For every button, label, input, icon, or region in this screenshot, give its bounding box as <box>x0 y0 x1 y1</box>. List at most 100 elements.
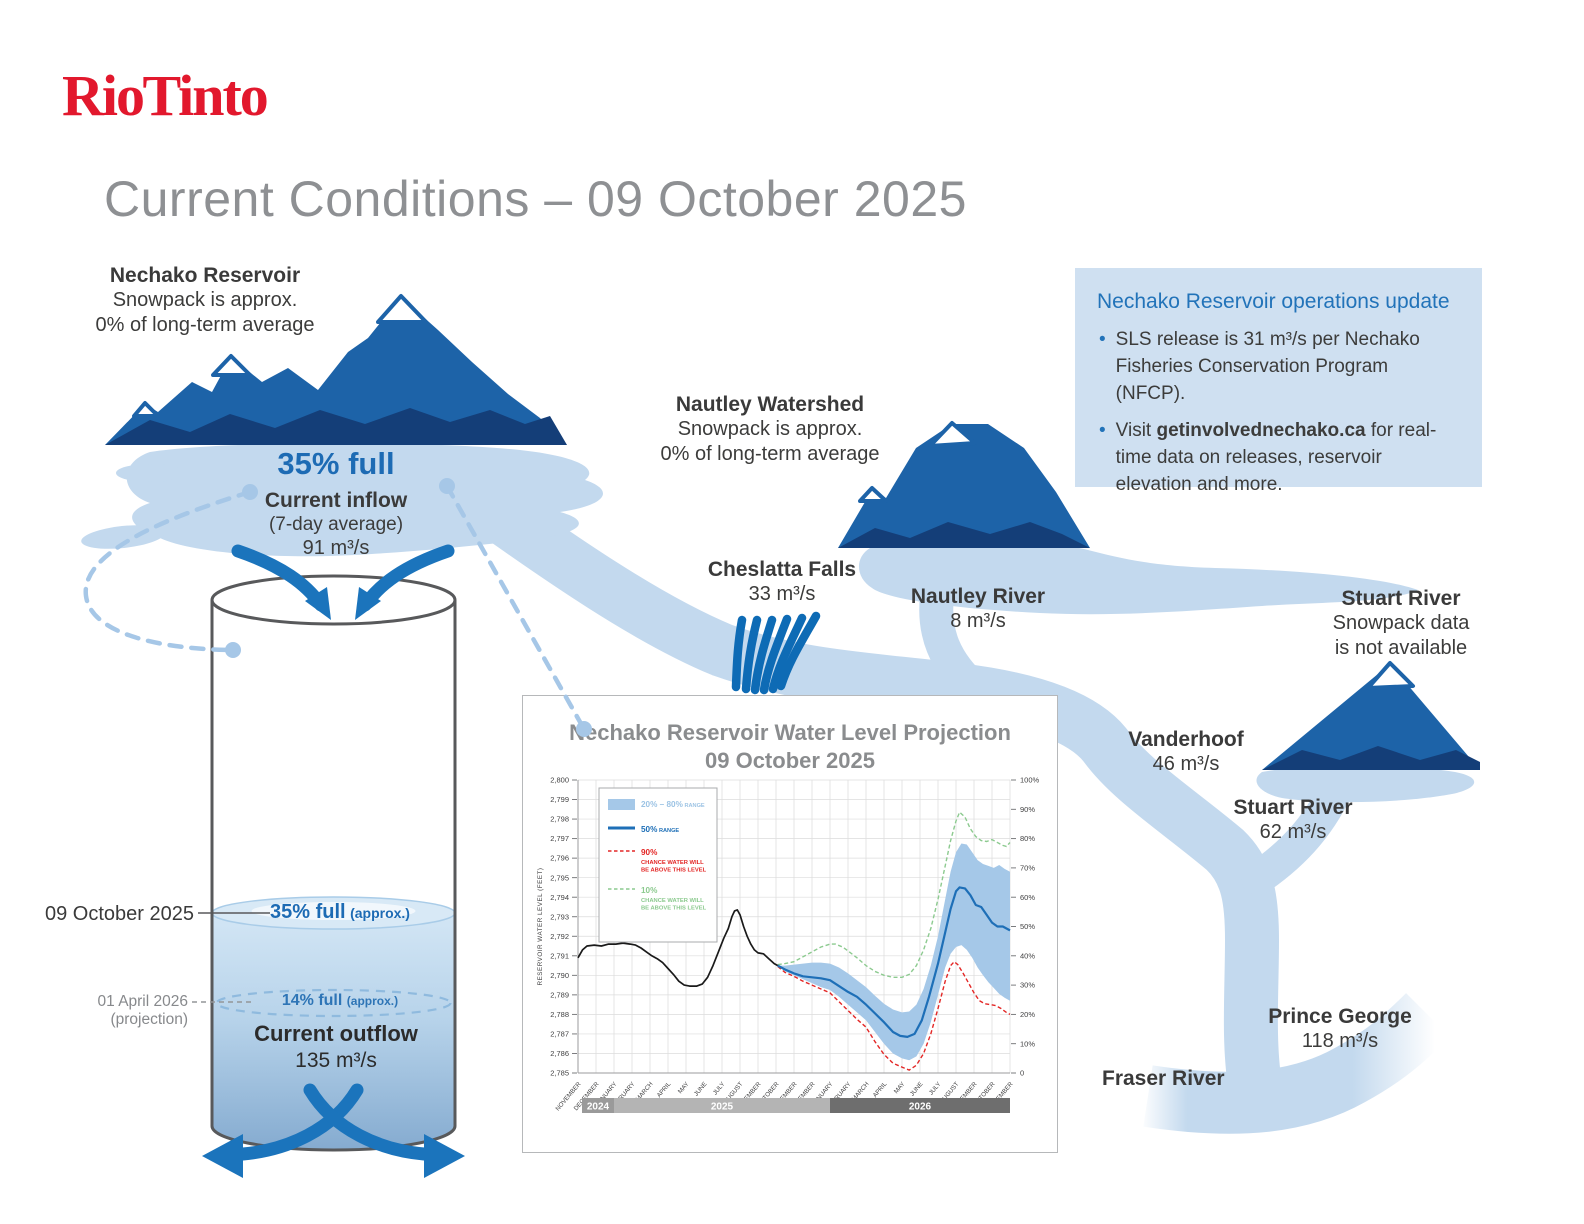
inflow-note: (7-day average) <box>268 514 404 536</box>
stuart-lake <box>1256 765 1475 803</box>
svg-text:2,797: 2,797 <box>550 834 569 843</box>
stuart-mountain <box>1262 661 1480 770</box>
ops-bullet-sls-text: SLS release is 31 m³/s per Nechako Fishe… <box>1115 329 1420 404</box>
svg-text:90%: 90% <box>1020 805 1035 814</box>
svg-text:RESERVOIR WATER LEVEL (FEET): RESERVOIR WATER LEVEL (FEET) <box>537 868 544 986</box>
svg-text:10%: 10% <box>641 886 658 895</box>
water-level-chart: 2,785 2,786 2,787 2,788 2,789 2,790 2,791 2,792… <box>537 776 1040 1115</box>
svg-text:APRIL: APRIL <box>872 1080 889 1099</box>
nechako-reservoir-name: Nechako Reservoir <box>109 264 301 287</box>
current-date-label: 09 October 2025 <box>45 903 194 925</box>
prince-george-label: Prince George 118 m³/s <box>1240 1004 1440 1054</box>
svg-text:0: 0 <box>1020 1069 1024 1078</box>
chart-legend: 20% – 80% RANGE 50% RANGE 90% CHANCE WATER … <box>598 787 718 943</box>
outflow-arrows <box>202 1083 465 1178</box>
svg-text:2025: 2025 <box>711 1102 734 1113</box>
snow-caps <box>132 294 428 418</box>
nechako-mountains <box>105 294 567 445</box>
svg-text:2,798: 2,798 <box>550 815 569 824</box>
visit-suffix: for real-time data on releases, reservoi… <box>1115 419 1437 495</box>
nautley-watershed-name: Nautley Watershed <box>675 393 865 416</box>
projection-level-ellipse <box>215 988 452 1018</box>
svg-text:2026: 2026 <box>909 1102 932 1113</box>
projection-date-label: 01 April 2026 (projection) <box>97 993 189 1028</box>
snow-caps <box>858 421 977 503</box>
svg-text:2,785: 2,785 <box>550 1069 569 1078</box>
svg-text:2,795: 2,795 <box>550 873 569 882</box>
prince-george-value: 118 m³/s <box>1301 1030 1379 1053</box>
vanderhoof-name: Vanderhoof <box>1128 728 1244 751</box>
svg-text:70%: 70% <box>1020 864 1035 873</box>
current-level-note: (approx.) <box>350 905 410 921</box>
svg-text:20%: 20% <box>1020 1010 1035 1019</box>
bullet-dot-icon: • <box>1099 419 1106 441</box>
cheslatta-name: Cheslatta Falls <box>707 558 857 581</box>
stuart-watershed-name: Stuart River <box>1341 587 1461 610</box>
svg-text:60%: 60% <box>1020 893 1035 902</box>
current-level-label: 35% full (approx.) <box>240 901 440 924</box>
ops-bullet-visit: • Visit getinvolvednechako.ca for real-t… <box>1097 418 1456 499</box>
svg-text:2,796: 2,796 <box>550 854 569 863</box>
nautley-watershed-label: Nautley Watershed Snowpack is approx. 0%… <box>615 392 925 466</box>
svg-text:JUNE: JUNE <box>909 1081 925 1098</box>
svg-text:2,789: 2,789 <box>550 990 569 999</box>
projection-level-value: 14% full <box>281 992 343 1009</box>
nautley-river-label: Nautley River 8 m³/s <box>878 584 1078 634</box>
website-url: getinvolvednechako.ca <box>1156 419 1366 441</box>
stuart-river-name: Stuart River <box>1233 796 1353 819</box>
visit-prefix: Visit <box>1115 419 1157 441</box>
cheslatta-value: 33 m³/s <box>748 583 816 606</box>
nautley-mountains <box>838 421 1090 548</box>
svg-text:CHANCE WATER WILL: CHANCE WATER WILL <box>641 898 704 904</box>
nechako-river <box>448 471 1282 1112</box>
nechako-reservoir-label: Nechako Reservoir Snowpack is approx. 0%… <box>55 263 355 337</box>
svg-text:CHANCE WATER WILL: CHANCE WATER WILL <box>641 860 704 866</box>
ops-bullet-visit-text: Visit getinvolvednechako.ca for real-tim… <box>1116 418 1456 499</box>
svg-text:APRIL: APRIL <box>656 1080 673 1099</box>
fraser-river-stream <box>1143 993 1450 1134</box>
line-90-percent <box>777 960 1011 1071</box>
snow-cap <box>1366 661 1415 690</box>
svg-text:100%: 100% <box>1020 776 1040 785</box>
line-observed <box>577 909 779 987</box>
svg-text:40%: 40% <box>1020 951 1035 960</box>
line-10-percent <box>777 811 1011 978</box>
nautley-snowpack-line1: Snowpack is approx. <box>677 418 863 441</box>
current-outflow-label: Current outflow 135 m³/s <box>216 1021 456 1073</box>
rio-tinto-logo: Rio Tinto <box>62 63 269 128</box>
current-level-value: 35% full <box>270 901 346 923</box>
nautley-lake <box>858 540 1418 615</box>
page-title: Current Conditions – 09 October 2025 <box>104 171 967 227</box>
chart-subtitle: 09 October 2025 <box>705 748 875 773</box>
bullet-dot-icon: • <box>1099 329 1106 350</box>
stuart-river-label: Stuart River 62 m³/s <box>1198 795 1388 845</box>
outflow-value: 135 m³/s <box>295 1049 377 1072</box>
svg-text:2,786: 2,786 <box>550 1049 569 1058</box>
svg-text:MAY: MAY <box>677 1081 691 1095</box>
svg-text:80%: 80% <box>1020 834 1035 843</box>
nautley-river-stream <box>919 579 993 707</box>
band-20-80 <box>777 843 1010 1061</box>
svg-text:2,800: 2,800 <box>550 776 569 785</box>
svg-text:JULY: JULY <box>928 1081 943 1097</box>
inflow-value: 91 m³/s <box>302 537 370 560</box>
nautley-river-name: Nautley River <box>910 585 1046 608</box>
waterfall-icon <box>731 611 821 695</box>
stuart-river-value: 62 m³/s <box>1259 821 1327 844</box>
outflow-title: Current outflow <box>254 1021 418 1046</box>
svg-text:2,791: 2,791 <box>550 951 569 960</box>
svg-text:50% RANGE: 50% RANGE <box>641 825 679 834</box>
svg-text:2,792: 2,792 <box>550 932 569 941</box>
current-inflow-label: Current inflow (7-day average) 91 m³/s <box>206 488 466 561</box>
svg-text:2,794: 2,794 <box>550 893 569 902</box>
svg-text:30%: 30% <box>1020 981 1035 990</box>
projection-level-label: 14% full (approx.) <box>250 992 430 1010</box>
lake-island <box>116 464 184 482</box>
line-median <box>777 886 1011 1038</box>
svg-text:BE ABOVE THIS LEVEL: BE ABOVE THIS LEVEL <box>641 906 707 912</box>
svg-text:20% – 80% RANGE: 20% – 80% RANGE <box>641 800 705 809</box>
stuart-watershed-line1: Snowpack data <box>1332 612 1470 635</box>
svg-text:JULY: JULY <box>712 1081 727 1097</box>
water-level-chart-panel: Nechako Reservoir Water Level Projection… <box>522 695 1058 1153</box>
